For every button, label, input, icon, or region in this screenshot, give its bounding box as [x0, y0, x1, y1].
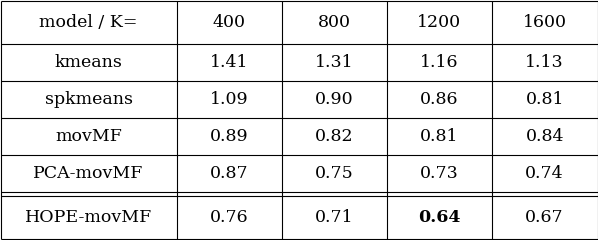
- Text: 0.81: 0.81: [526, 91, 564, 108]
- Text: movMF: movMF: [55, 128, 122, 145]
- Text: 0.81: 0.81: [420, 128, 459, 145]
- Text: 0.64: 0.64: [418, 209, 460, 226]
- Text: 1600: 1600: [523, 14, 567, 31]
- Text: spkmeans: spkmeans: [45, 91, 133, 108]
- Text: 0.75: 0.75: [315, 165, 353, 182]
- Text: 1.13: 1.13: [526, 54, 564, 71]
- Text: 0.67: 0.67: [526, 209, 564, 226]
- Text: 0.73: 0.73: [420, 165, 459, 182]
- Text: 0.76: 0.76: [210, 209, 248, 226]
- Text: 0.74: 0.74: [526, 165, 564, 182]
- Text: 0.82: 0.82: [315, 128, 353, 145]
- Text: kmeans: kmeans: [54, 54, 123, 71]
- Text: 0.84: 0.84: [526, 128, 564, 145]
- Text: 0.71: 0.71: [315, 209, 353, 226]
- Text: 0.86: 0.86: [420, 91, 459, 108]
- Text: 800: 800: [318, 14, 350, 31]
- Text: 1.41: 1.41: [210, 54, 248, 71]
- Text: 1.31: 1.31: [315, 54, 353, 71]
- Text: model / K=: model / K=: [39, 14, 138, 31]
- Text: 1.09: 1.09: [210, 91, 248, 108]
- Text: 0.89: 0.89: [210, 128, 248, 145]
- Text: PCA-movMF: PCA-movMF: [33, 165, 144, 182]
- Text: 400: 400: [213, 14, 246, 31]
- Text: 1200: 1200: [417, 14, 462, 31]
- Text: 0.87: 0.87: [210, 165, 248, 182]
- Text: HOPE-movMF: HOPE-movMF: [25, 209, 152, 226]
- Text: 1.16: 1.16: [420, 54, 459, 71]
- Text: 0.90: 0.90: [315, 91, 353, 108]
